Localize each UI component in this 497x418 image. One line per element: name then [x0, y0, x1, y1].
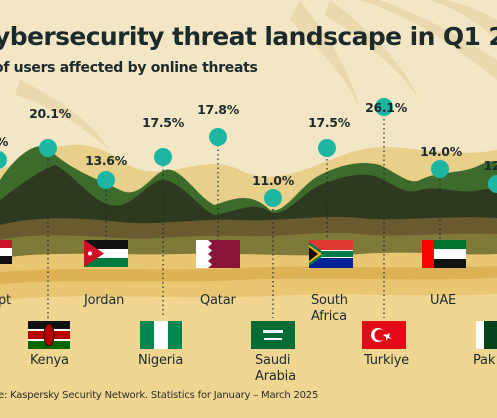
country-name-pakistan: Pak: [473, 353, 496, 368]
marker-nigeria: [154, 148, 172, 166]
chart-title: ybersecurity threat landscape in Q1 202: [0, 22, 497, 51]
country-name-south-africa: South Africa: [311, 293, 348, 324]
marker-saudi: [264, 189, 282, 207]
marker-south-africa: [318, 139, 336, 157]
flag-egypt: [0, 240, 12, 264]
value-label-qatar: 17.8%: [197, 102, 239, 117]
marker-pakistan: [488, 175, 497, 193]
country-name-nigeria: Nigeria: [138, 353, 184, 368]
country-name-jordan: Jordan: [84, 293, 125, 308]
value-label-turkiye: 26.1%: [365, 100, 407, 115]
sand-stripe: [0, 266, 497, 284]
marker-jordan: [97, 171, 115, 189]
flag-jordan: [84, 240, 128, 267]
flag-qatar: [196, 240, 240, 268]
flag-saudi-arabia: [251, 321, 295, 349]
value-label-kenya: 20.1%: [29, 106, 71, 121]
flag-south-africa: [309, 240, 353, 268]
marker-qatar: [209, 128, 227, 146]
source-note: e: Kaspersky Security Network. Statistic…: [0, 390, 319, 401]
value-label-pakistan: 12: [483, 158, 497, 173]
value-label-saudi-arabia: 11.0%: [252, 173, 294, 188]
value-markers: [0, 98, 497, 207]
palm-leaf-decoration: [15, 0, 497, 150]
country-name-egypt: pt: [0, 293, 11, 308]
value-label-jordan: 13.6%: [85, 153, 127, 168]
chart-subtitle: of users affected by online threats: [0, 60, 258, 76]
marker-turkiye: [375, 98, 393, 116]
country-name-turkiye: Turkiye: [364, 353, 409, 368]
flag-turkiye: [362, 321, 406, 349]
country-name-qatar: Qatar: [200, 293, 236, 308]
value-label-egypt: %: [0, 134, 8, 149]
country-name-uae: UAE: [430, 293, 457, 308]
flag-pakistan: [476, 321, 497, 349]
value-label-south-africa: 17.5%: [308, 115, 350, 130]
flag-nigeria: [140, 321, 182, 349]
marker-egypt: [0, 151, 7, 169]
flag-uae: [422, 240, 466, 268]
country-name-kenya: Kenya: [30, 353, 69, 368]
value-label-nigeria: 17.5%: [142, 115, 184, 130]
marker-uae: [431, 160, 449, 178]
value-label-uae: 14.0%: [420, 144, 462, 159]
country-name-saudi-arabia: Saudi Arabia: [255, 353, 296, 384]
marker-kenya: [39, 139, 57, 157]
flag-kenya: [28, 321, 70, 349]
